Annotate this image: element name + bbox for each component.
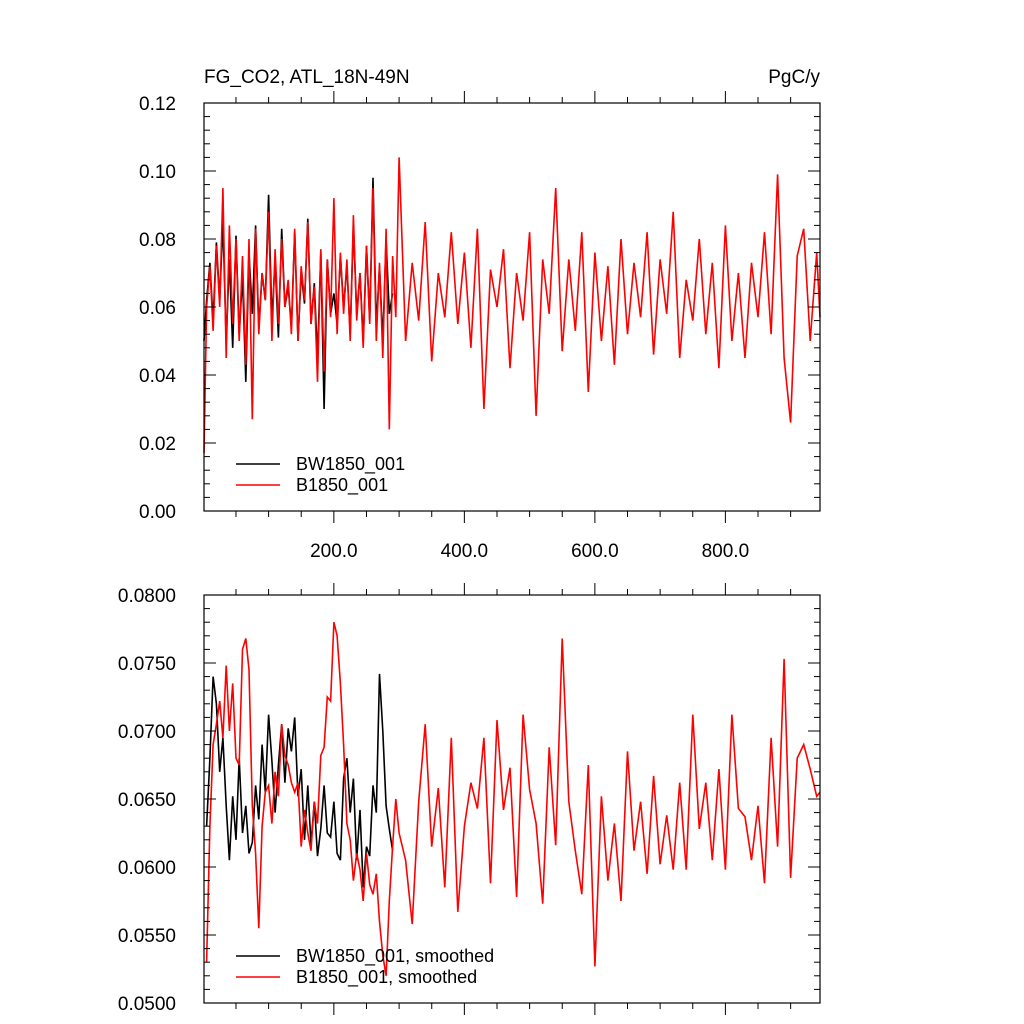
y-tick-label: 0.06	[139, 298, 176, 319]
y-tick-label: 0.0750	[118, 654, 176, 675]
legend-label: BW1850_001	[296, 454, 405, 475]
y-tick-label: 0.10	[139, 162, 176, 183]
x-tick-label: 800.0	[702, 541, 750, 562]
y-tick-label: 0.0650	[118, 790, 176, 811]
x-tick-label: 200.0	[310, 541, 358, 562]
legend-label: BW1850_001, smoothed	[296, 946, 494, 967]
x-tick-label: 400.0	[441, 541, 489, 562]
y-tick-label: 0.0700	[118, 722, 176, 743]
y-tick-label: 0.04	[139, 366, 176, 387]
y-tick-label: 0.0550	[118, 926, 176, 947]
y-tick-label: 0.0800	[118, 586, 176, 607]
legend-label: B1850_001	[296, 475, 388, 496]
series-line-red	[205, 622, 821, 976]
bottom-panel: 0.0500 0.0550 0.0600 0.0650 0.0700 0.0750 0.08…	[118, 583, 821, 1015]
y-tick-label: 0.08	[139, 230, 176, 251]
x-tick-label: 600.0	[571, 541, 619, 562]
y-tick-label: 0.12	[139, 94, 176, 115]
units-label: PgC/y	[768, 67, 820, 88]
y-tick-label: 0.0500	[118, 994, 176, 1015]
series-line-black	[205, 673, 394, 888]
legend-label: B1850_001, smoothed	[296, 967, 477, 988]
series-line-red	[203, 157, 821, 454]
top-panel: FG_CO2, ATL_18N-49N PgC/y 0.00 0.02 0.04 0.…	[139, 67, 821, 562]
y-tick-label: 0.0600	[118, 858, 176, 879]
y-tick-label: 0.02	[139, 434, 176, 455]
chart-title: FG_CO2, ATL_18N-49N	[204, 67, 410, 88]
y-tick-label: 0.00	[139, 502, 176, 523]
